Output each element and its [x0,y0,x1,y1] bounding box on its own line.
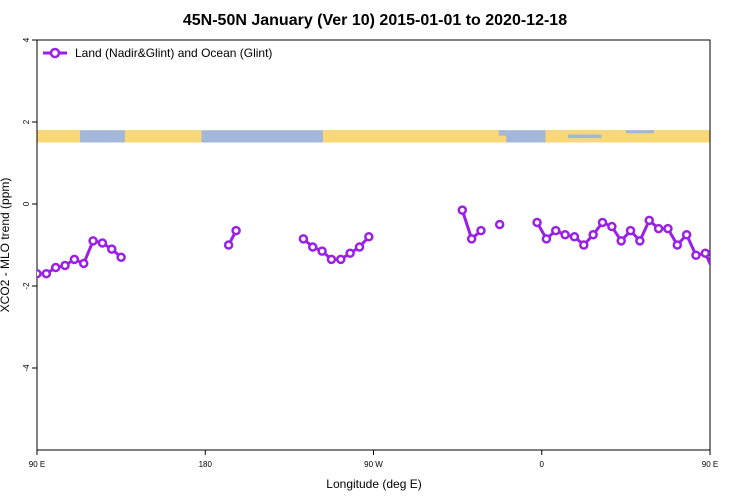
map-ocean [567,134,602,139]
data-point [579,240,589,250]
legend-marker [49,47,61,59]
data-point [494,219,505,230]
y-tick-label: 0 [22,201,31,206]
data-point [691,250,701,260]
plot-frame [36,39,711,451]
data-point [721,270,728,277]
data-point [541,234,552,244]
data-point [307,242,318,252]
map-land [37,130,80,143]
data-point [476,225,486,236]
data-point [709,272,710,275]
data-point [551,225,561,236]
y-tick-label: 4 [22,37,31,42]
y-tick-label: -4 [22,364,31,372]
data-point [60,260,70,271]
x-tick-label: 0 [540,460,545,469]
y-axis-label: XCO2 - MLO trend (ppm) [0,178,12,313]
data-point [607,221,617,232]
map-land [545,130,710,143]
data-point [681,230,692,240]
series-layer [37,205,746,279]
data-point [616,236,626,246]
series-line [535,218,710,268]
data-point [37,268,42,279]
map-ocean [625,130,654,134]
map-ocean [498,130,507,136]
data-point [107,244,117,254]
legend-label: Land (Nadir&Glint) and Ocean (Glint) [75,46,272,60]
data-point [298,234,309,244]
data-point [69,254,80,265]
data-point [560,230,570,240]
data-point [223,240,234,250]
data-point [569,232,580,242]
data-point [50,262,61,273]
map-land [323,130,507,143]
series-line [37,239,123,276]
data-point [588,230,598,240]
data-point [672,240,683,250]
data-point [532,217,542,228]
data-point [336,254,346,265]
data-point [317,246,327,256]
data-point [466,234,477,244]
data-point [625,225,636,236]
legend: Land (Nadir&Glint) and Ocean (Glint) [43,46,272,60]
data-point [700,248,710,258]
data-point [364,232,374,242]
data-point [88,236,98,246]
data-point [345,248,355,258]
x-tick-label: 90 E [702,460,718,469]
map-land [124,130,202,143]
data-point [97,238,108,248]
data-point [326,254,337,265]
data-point [653,223,664,234]
x-axis-label: Longitude (deg E) [326,477,421,491]
data-point [597,217,608,228]
x-tick-label: 90 W [364,460,383,469]
data-point [663,223,673,234]
data-point [644,215,654,226]
data-point [116,252,126,263]
chart-title: 45N-50N January (Ver 10) 2015-01-01 to 2… [183,12,567,29]
data-point [354,242,365,252]
data-point [231,225,241,236]
data-point [739,262,746,269]
data-point [78,258,89,269]
x-tick-label: 90 E [29,460,45,469]
data-point [41,268,52,279]
map-band [37,130,710,143]
data-point [457,205,468,215]
data-point [730,264,737,271]
y-axis: 4 2 0 -2 -4 [22,37,37,372]
y-tick-label: -2 [22,282,31,290]
data-point [635,236,645,246]
x-tick-label: 180 [199,460,213,469]
y-tick-label: 2 [22,119,31,124]
